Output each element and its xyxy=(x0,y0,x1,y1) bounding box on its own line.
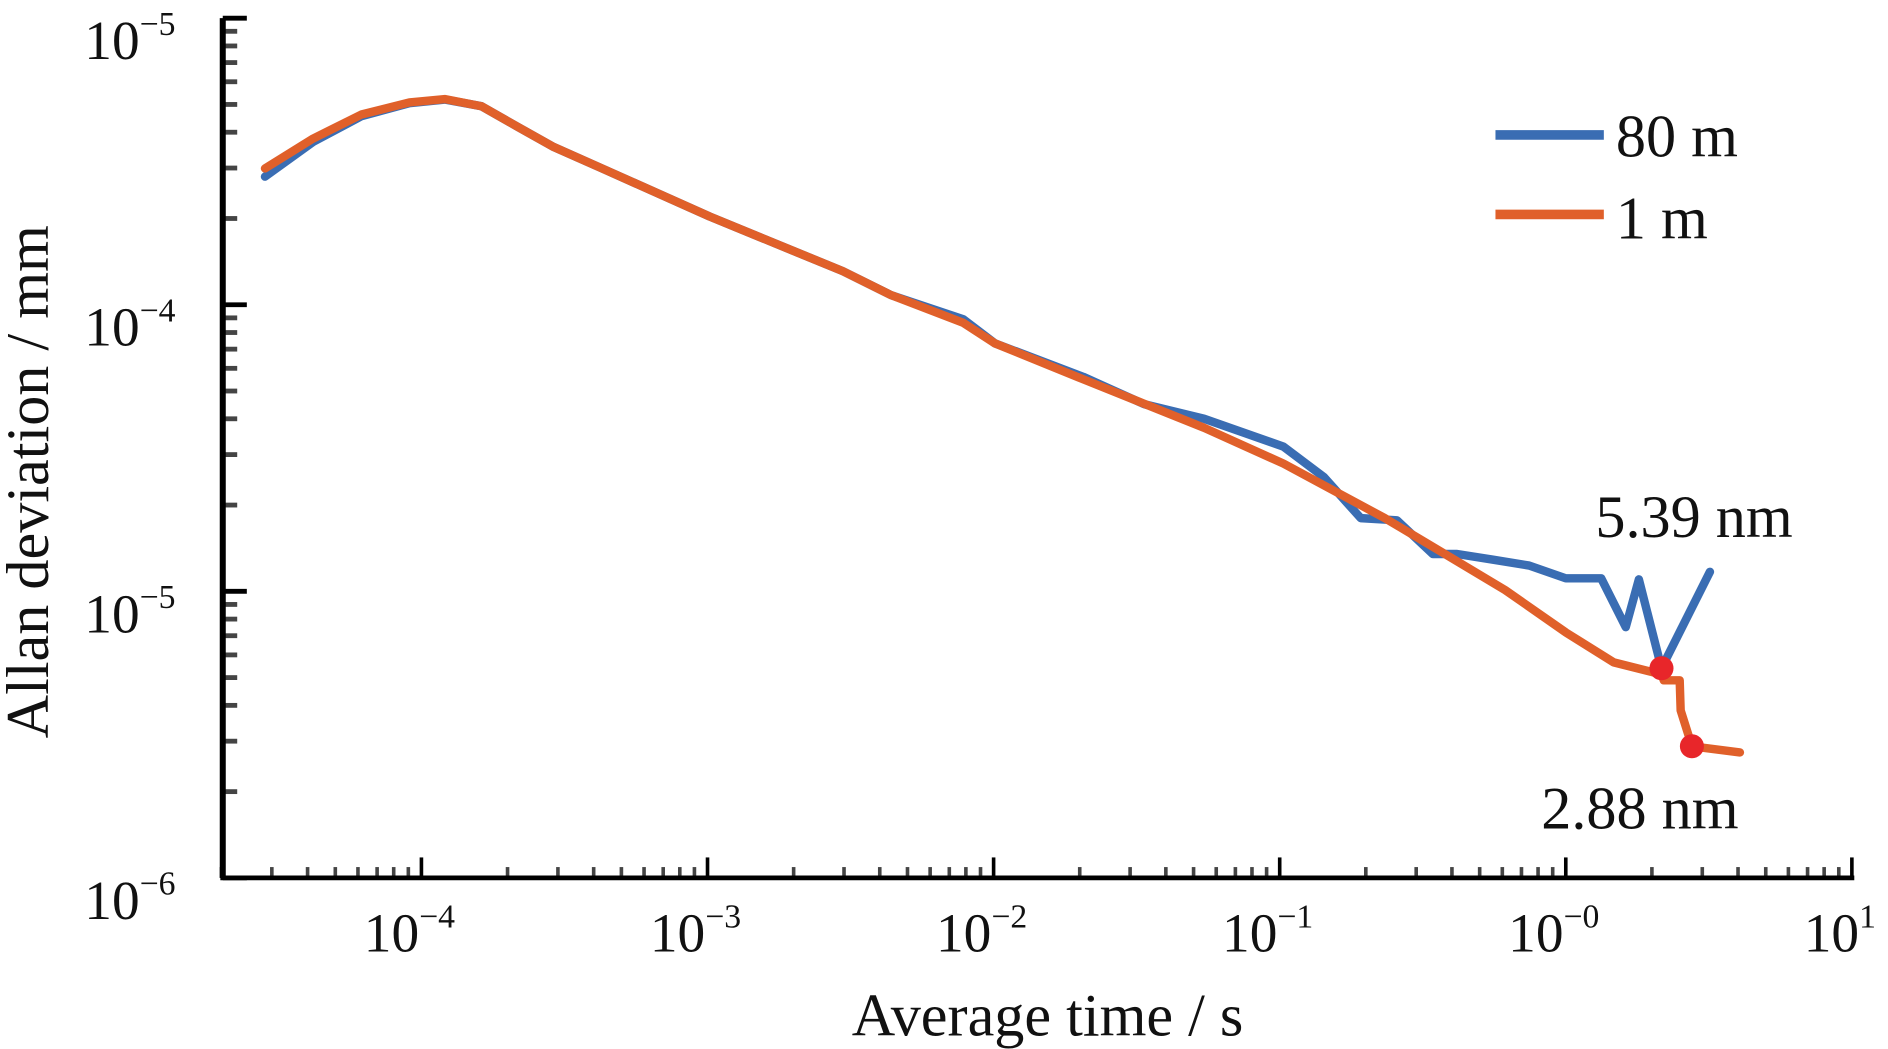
y-tick-label: 10−4 xyxy=(84,293,175,358)
x-tick-label: 10−0 xyxy=(1508,898,1599,963)
legend-label-80m: 80 m xyxy=(1616,104,1738,171)
markers xyxy=(1649,656,1704,759)
major-ticks xyxy=(222,15,1854,881)
series-lines xyxy=(260,94,1745,757)
minor-ticks xyxy=(219,28,1841,878)
x-tick-label: 10−3 xyxy=(650,898,741,963)
y-axis-label: Allan deviation / mm xyxy=(0,225,62,738)
annotation-2-88nm: 2.88 nm xyxy=(1541,776,1738,843)
y-tick-labels: 10−5 10−4 10−5 10−6 xyxy=(84,6,175,931)
y-tick-label: 10−5 xyxy=(84,6,175,71)
minimum-marker xyxy=(1649,656,1674,681)
x-tick-label: 10−2 xyxy=(936,898,1027,963)
y-tick-label: 10−5 xyxy=(84,579,175,644)
legend: 80 m 1 m xyxy=(1495,104,1738,253)
x-axis-label: Average time / s xyxy=(852,983,1244,1049)
annotation-5-39nm: 5.39 nm xyxy=(1595,484,1792,551)
x-tick-labels: 10−4 10−3 10−2 10−1 10−0 101 xyxy=(364,898,1876,963)
x-tick-label: 101 xyxy=(1804,898,1876,963)
legend-label-1m: 1 m xyxy=(1616,186,1708,253)
series-line-1m xyxy=(260,94,1745,757)
x-tick-label: 10−4 xyxy=(364,898,455,963)
y-tick-label: 10−6 xyxy=(84,866,175,931)
x-tick-label: 10−1 xyxy=(1222,898,1313,963)
minimum-marker xyxy=(1679,734,1704,759)
